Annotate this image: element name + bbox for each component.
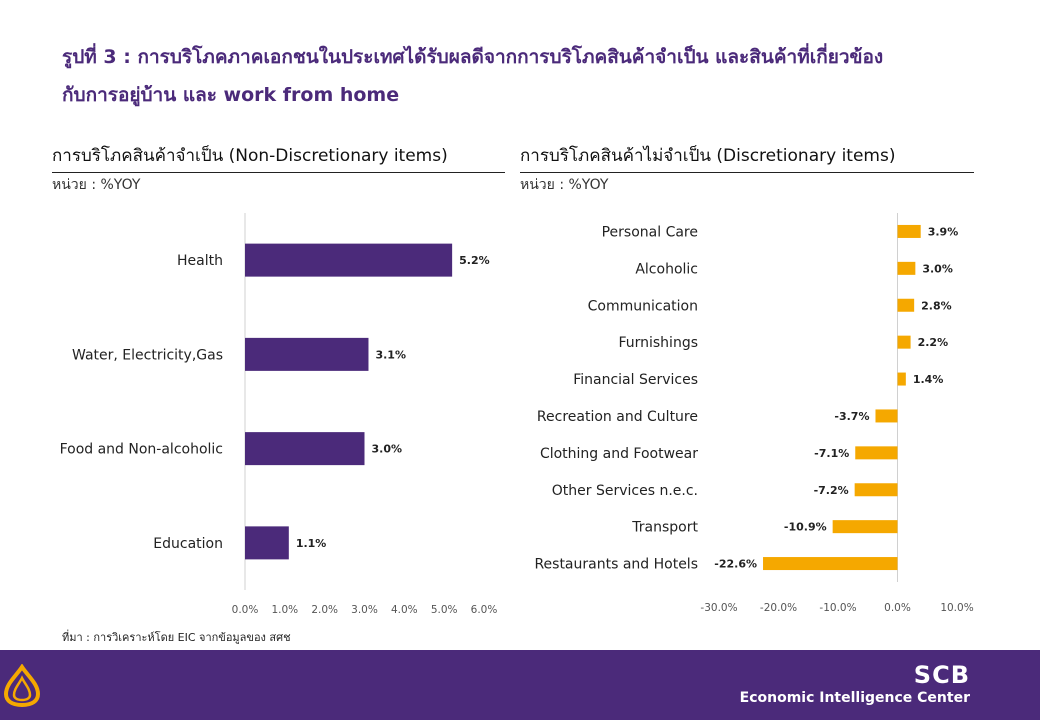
left-tick-label: 2.0% [311, 604, 338, 616]
right-value-label: 1.4% [913, 373, 944, 386]
right-category-label: Recreation and Culture [537, 409, 698, 425]
brand-subtitle: Economic Intelligence Center [739, 690, 970, 706]
right-category-label: Transport [631, 520, 698, 536]
figure-title-line1: รูปที่ 3 : การบริโภคภาคเอกชนในประเทศได้ร… [62, 46, 884, 68]
right-tick-label: 10.0% [940, 602, 973, 614]
right-bar [763, 557, 898, 571]
left-category-label: Food and Non-alcoholic [60, 442, 223, 458]
right-category-label: Restaurants and Hotels [534, 557, 698, 573]
right-panel-title: การบริโภคสินค้าไม่จำเป็น (Discretionary … [520, 142, 974, 173]
right-bar [897, 224, 921, 238]
right-bar [854, 483, 898, 497]
left-bar [245, 432, 365, 466]
left-category-label: Health [177, 253, 223, 269]
right-value-label: -22.6% [714, 558, 757, 571]
brand-block: SCB Economic Intelligence Center [740, 662, 970, 708]
right-value-label: -10.9% [784, 521, 827, 534]
left-tick-label: 0.0% [232, 604, 259, 616]
brand-name: SCB [913, 661, 970, 689]
left-category-label: Education [153, 536, 223, 552]
right-bar [832, 520, 898, 534]
left-tick-label: 6.0% [471, 604, 498, 616]
right-bar [897, 261, 916, 275]
right-bar [875, 409, 898, 423]
right-bar [897, 298, 915, 312]
right-tick-label: -10.0% [819, 602, 856, 614]
scb-logo-icon [3, 664, 41, 708]
figure-title: รูปที่ 3 : การบริโภคภาคเอกชนในประเทศได้ร… [62, 38, 1022, 114]
left-value-label: 1.1% [296, 537, 327, 550]
right-value-label: 2.8% [921, 299, 952, 312]
right-category-label: Furnishings [618, 335, 698, 351]
right-value-label: 3.9% [928, 225, 959, 238]
right-category-label: Alcoholic [635, 261, 698, 277]
left-panel-unit: หน่วย : %YOY [52, 177, 141, 193]
left-value-label: 5.2% [459, 254, 490, 267]
left-value-label: 3.1% [375, 348, 406, 361]
right-tick-label: 0.0% [884, 602, 911, 614]
left-tick-label: 5.0% [431, 604, 458, 616]
right-tick-label: -20.0% [760, 602, 797, 614]
left-bar [245, 526, 289, 560]
right-value-label: 2.2% [918, 336, 949, 349]
left-category-label: Water, Electricity,Gas [72, 347, 223, 363]
right-value-label: -3.7% [834, 410, 869, 423]
left-tick-label: 1.0% [271, 604, 298, 616]
right-bar [897, 372, 906, 386]
footer-bar: SCB Economic Intelligence Center [0, 650, 1040, 720]
right-category-label: Communication [588, 298, 698, 314]
left-value-label: 3.0% [372, 443, 403, 456]
right-panel-unit: หน่วย : %YOY [520, 177, 609, 193]
right-category-label: Personal Care [602, 224, 698, 240]
right-value-label: -7.2% [814, 484, 849, 497]
left-bar [245, 337, 369, 371]
right-value-label: 3.0% [922, 262, 953, 275]
source-note: ที่มา : การวิเคราะห์โดย EIC จากข้อมูลของ… [62, 631, 291, 644]
left-tick-label: 4.0% [391, 604, 418, 616]
right-category-label: Clothing and Footwear [540, 446, 698, 462]
left-tick-label: 3.0% [351, 604, 378, 616]
left-bar [245, 243, 453, 277]
right-value-label: -7.1% [814, 447, 849, 460]
right-tick-label: -30.0% [700, 602, 737, 614]
figure-title-line2: กับการอยู่บ้าน และ work from home [62, 84, 400, 106]
left-panel-title: การบริโภคสินค้าจำเป็น (Non-Discretionary… [52, 142, 505, 173]
right-category-label: Other Services n.e.c. [552, 483, 698, 499]
right-bar [855, 446, 898, 460]
right-category-label: Financial Services [573, 372, 698, 388]
right-bar [897, 335, 911, 349]
